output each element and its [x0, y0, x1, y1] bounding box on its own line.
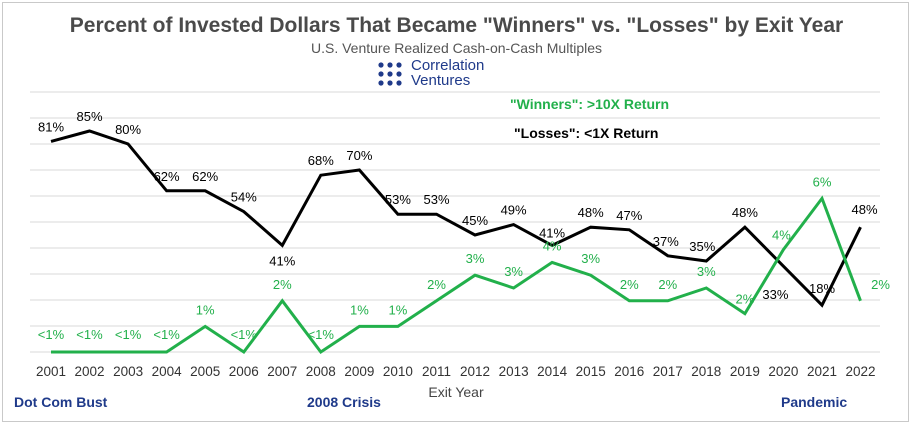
data-label-losses-2010: 53% [385, 192, 411, 207]
data-label-losses-2017: 37% [653, 234, 679, 249]
data-label-losses-2006: 54% [231, 190, 257, 205]
data-label-winners-2013: 3% [504, 264, 523, 279]
data-label-losses-2011: 53% [423, 192, 449, 207]
data-label-winners-2002: <1% [76, 327, 103, 342]
data-label-winners-2008: <1% [308, 327, 335, 342]
x-tick-2014: 2014 [537, 364, 568, 379]
data-label-winners-2004: <1% [153, 327, 180, 342]
x-tick-2022: 2022 [845, 364, 875, 379]
x-tick-2004: 2004 [152, 364, 183, 379]
data-label-losses-2015: 48% [578, 205, 604, 220]
data-labels: 81% 85% 80% 62% 62% 54% 41% 68% 70% 53% 53% 45% 49% 4… [38, 109, 891, 342]
data-label-winners-2009: 1% [350, 302, 369, 317]
data-label-losses-2016: 47% [616, 208, 642, 223]
data-label-winners-2015: 3% [581, 251, 600, 266]
data-label-losses-2018: 35% [689, 239, 715, 254]
logo-dots-icon [378, 62, 402, 86]
data-label-losses-2004: 62% [154, 169, 180, 184]
data-label-losses-2001: 81% [38, 119, 64, 134]
chart-subtitle: U.S. Venture Realized Cash-on-Cash Multi… [310, 40, 603, 56]
x-tick-2005: 2005 [190, 364, 220, 379]
x-tick-2007: 2007 [267, 364, 297, 379]
x-axis-label: Exit Year [428, 384, 484, 400]
x-tick-2016: 2016 [614, 364, 644, 379]
data-label-winners-2001: <1% [38, 327, 65, 342]
x-tick-2019: 2019 [730, 364, 760, 379]
data-label-losses-2005: 62% [192, 169, 218, 184]
x-tick-2017: 2017 [653, 364, 683, 379]
data-label-losses-2012: 45% [462, 213, 488, 228]
x-tick-2003: 2003 [113, 364, 143, 379]
data-label-winners-2017: 2% [658, 277, 677, 292]
data-label-losses-2013: 49% [501, 203, 527, 218]
x-tick-2021: 2021 [807, 364, 837, 379]
logo-line1: Correlation [411, 57, 485, 74]
x-tick-2020: 2020 [768, 364, 798, 379]
series-line-losses [50, 129, 862, 308]
x-tick-2008: 2008 [306, 364, 336, 379]
x-tick-2002: 2002 [74, 364, 104, 379]
data-label-winners-2016: 2% [620, 277, 639, 292]
data-label-winners-2005: 1% [196, 302, 215, 317]
event-dotcom-bust: Dot Com Bust [14, 394, 108, 410]
data-label-losses-2008: 68% [308, 153, 334, 168]
logo-text: Correlation Ventures [411, 58, 484, 88]
x-tick-2010: 2010 [383, 364, 413, 379]
chart-title: Percent of Invested Dollars That Became … [69, 14, 844, 37]
series-line-winners [51, 195, 862, 355]
data-label-losses-2007: 41% [269, 253, 295, 268]
data-label-losses-2019: 48% [732, 205, 758, 220]
data-label-winners-2011: 2% [427, 277, 446, 292]
legend-winners: "Winners": >10X Return [510, 96, 670, 112]
x-tick-2015: 2015 [576, 364, 606, 379]
data-label-winners-2018: 3% [697, 264, 716, 279]
data-label-winners-2007: 2% [273, 277, 292, 292]
data-label-losses-2021: 18% [809, 281, 835, 296]
data-label-winners-2012: 3% [466, 251, 485, 266]
x-tick-2006: 2006 [229, 364, 259, 379]
data-label-winners-2022: 2% [871, 277, 890, 292]
event-pandemic: Pandemic [781, 394, 848, 410]
data-label-losses-2022: 48% [851, 202, 877, 217]
data-label-losses-2009: 70% [346, 148, 372, 163]
x-tick-labels: 2001 2002 2003 2004 2005 2006 2007 2008 2009 2010… [36, 364, 876, 379]
chart-grid [30, 91, 880, 353]
data-label-losses-2002: 85% [76, 109, 102, 124]
logo-line2: Ventures [411, 72, 471, 89]
data-label-losses-2014: 41% [539, 225, 565, 240]
data-label-winners-2021: 6% [813, 174, 832, 189]
x-tick-2012: 2012 [460, 364, 490, 379]
data-label-losses-2003: 80% [115, 122, 141, 137]
data-label-winners-2019: 2% [736, 292, 755, 307]
data-label-winners-2014: 4% [543, 238, 562, 253]
event-2008-crisis: 2008 Crisis [307, 394, 381, 410]
data-label-winners-2010: 1% [389, 302, 408, 317]
x-tick-2018: 2018 [691, 364, 721, 379]
legend-losses: "Losses": <1X Return [514, 125, 659, 141]
x-tick-2001: 2001 [36, 364, 66, 379]
x-tick-2013: 2013 [499, 364, 529, 379]
x-tick-2011: 2011 [422, 364, 451, 379]
series-lines [50, 129, 862, 355]
data-label-winners-2020: 4% [772, 228, 791, 243]
data-label-winners-2006: <1% [231, 327, 258, 342]
x-tick-2009: 2009 [344, 364, 374, 379]
data-label-losses-2020: 33% [762, 287, 788, 302]
data-label-winners-2003: <1% [115, 327, 142, 342]
